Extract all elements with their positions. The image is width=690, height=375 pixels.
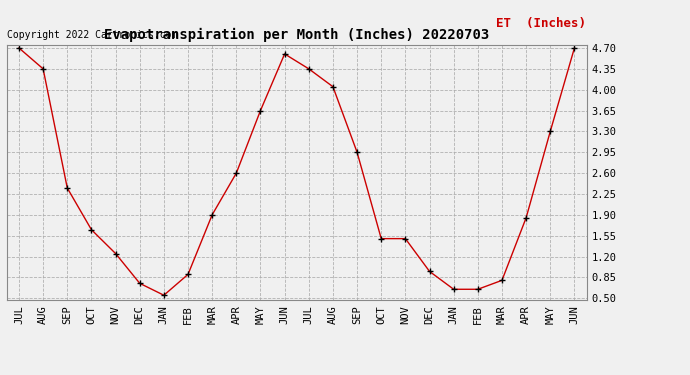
Text: Copyright 2022 Cartronics.com: Copyright 2022 Cartronics.com — [7, 30, 177, 40]
Title: Evapotranspiration per Month (Inches) 20220703: Evapotranspiration per Month (Inches) 20… — [104, 28, 489, 42]
Text: ET  (Inches): ET (Inches) — [497, 17, 586, 30]
